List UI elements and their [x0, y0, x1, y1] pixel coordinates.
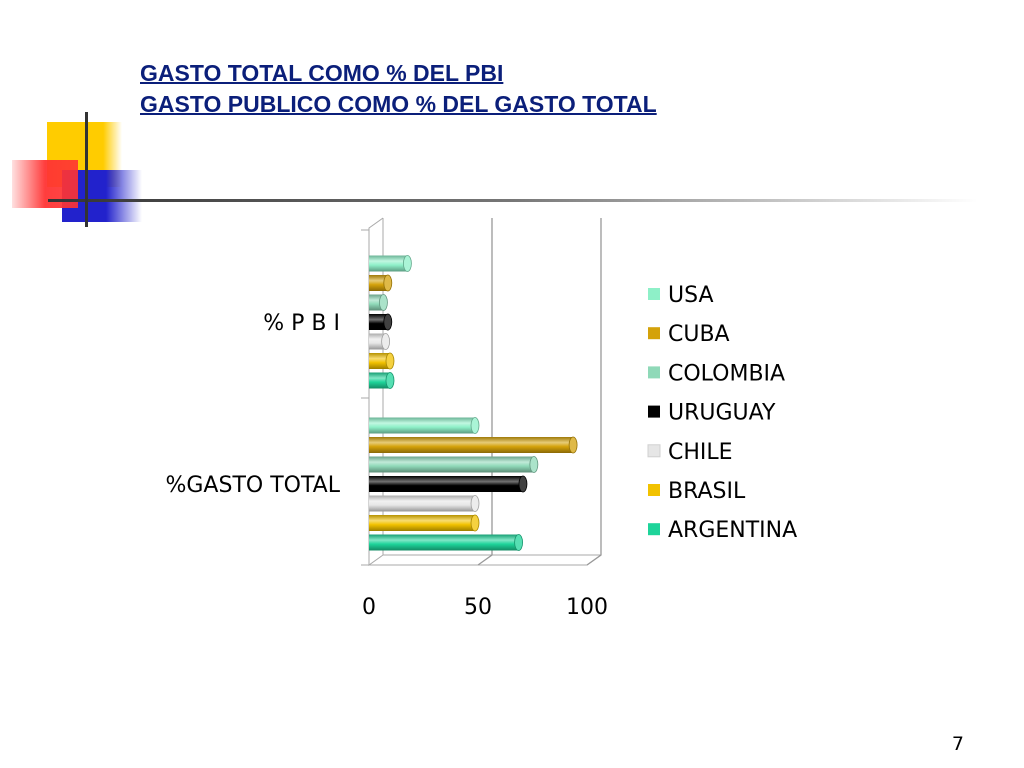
gridline	[586, 218, 602, 566]
bar-brasil	[369, 515, 475, 531]
category-label: % P B I	[263, 311, 340, 336]
deco-yellow-square	[47, 122, 122, 187]
bar-brasil	[369, 353, 390, 369]
bar-cap-usa	[470, 417, 480, 434]
bar-cap-argentina	[514, 534, 524, 551]
legend-label: BRASIL	[668, 479, 746, 504]
slide-title-line-2: GASTO PUBLICO COMO % DEL GASTO TOTAL	[140, 91, 657, 117]
bar-chile	[369, 333, 386, 350]
deco-horizontal-rule	[48, 199, 978, 202]
bar-cap-chile	[381, 333, 391, 350]
legend-swatch	[648, 405, 660, 418]
legend-label: CHILE	[668, 440, 733, 465]
slide-title-line-1: GASTO TOTAL COMO % DEL PBI	[140, 60, 504, 86]
slide-title: GASTO TOTAL COMO % DEL PBI GASTO PUBLICO…	[140, 58, 657, 120]
bar-cap-cuba	[383, 274, 393, 292]
deco-blue-square	[62, 170, 142, 222]
deco-red-square	[12, 160, 78, 208]
bar-cuba	[369, 437, 574, 453]
bar-cap-usa	[403, 255, 412, 272]
page-number: 7	[951, 733, 964, 755]
bar-cap-brasil	[385, 352, 395, 370]
legend-label: CUBA	[668, 322, 730, 347]
bar-uruguay	[369, 314, 388, 330]
legend-swatch	[648, 523, 660, 536]
bar-cap-colombia	[529, 456, 539, 473]
bar-cap-chile	[470, 495, 480, 512]
bar-cap-colombia	[379, 294, 388, 311]
bar-chile	[369, 495, 475, 512]
bar-chart-svg: 0 50 100 %GASTO TOTAL % P B I USA CUBA COLOMBIA…	[165, 217, 797, 620]
x-tick-label: 0	[362, 595, 376, 620]
legend-swatch	[648, 484, 660, 496]
bar-argentina	[369, 372, 390, 389]
bar-cap-uruguay	[383, 313, 393, 331]
bar-cap-argentina	[385, 372, 395, 389]
x-tick-label: 100	[566, 595, 608, 620]
legend-label: COLOMBIA	[668, 361, 785, 386]
legend-swatch	[648, 366, 660, 379]
bar-argentina	[369, 534, 519, 551]
bar-uruguay	[369, 476, 523, 492]
gridline	[477, 218, 493, 566]
legend-swatch	[648, 327, 660, 340]
plot-left-wall	[368, 217, 384, 566]
bar-cuba	[369, 275, 388, 291]
bar-cap-uruguay	[518, 475, 528, 493]
deco-vertical-rule	[85, 112, 88, 227]
bar-usa	[369, 417, 475, 434]
legend-swatch	[648, 288, 660, 300]
legend-label: ARGENTINA	[668, 518, 797, 543]
legend-label: URUGUAY	[668, 401, 776, 426]
bar-colombia	[369, 456, 534, 473]
bar-cap-cuba	[568, 436, 578, 454]
bar-chart: 0 50 100 %GASTO TOTAL % P B I USA CUBA COLOMBIA…	[140, 210, 840, 630]
x-tick-label: 50	[464, 595, 492, 620]
bar-usa	[369, 255, 408, 272]
bar-cap-brasil	[470, 514, 480, 532]
legend-label: USA	[668, 283, 714, 308]
category-label: %GASTO TOTAL	[165, 473, 340, 498]
legend-swatch	[647, 444, 661, 458]
